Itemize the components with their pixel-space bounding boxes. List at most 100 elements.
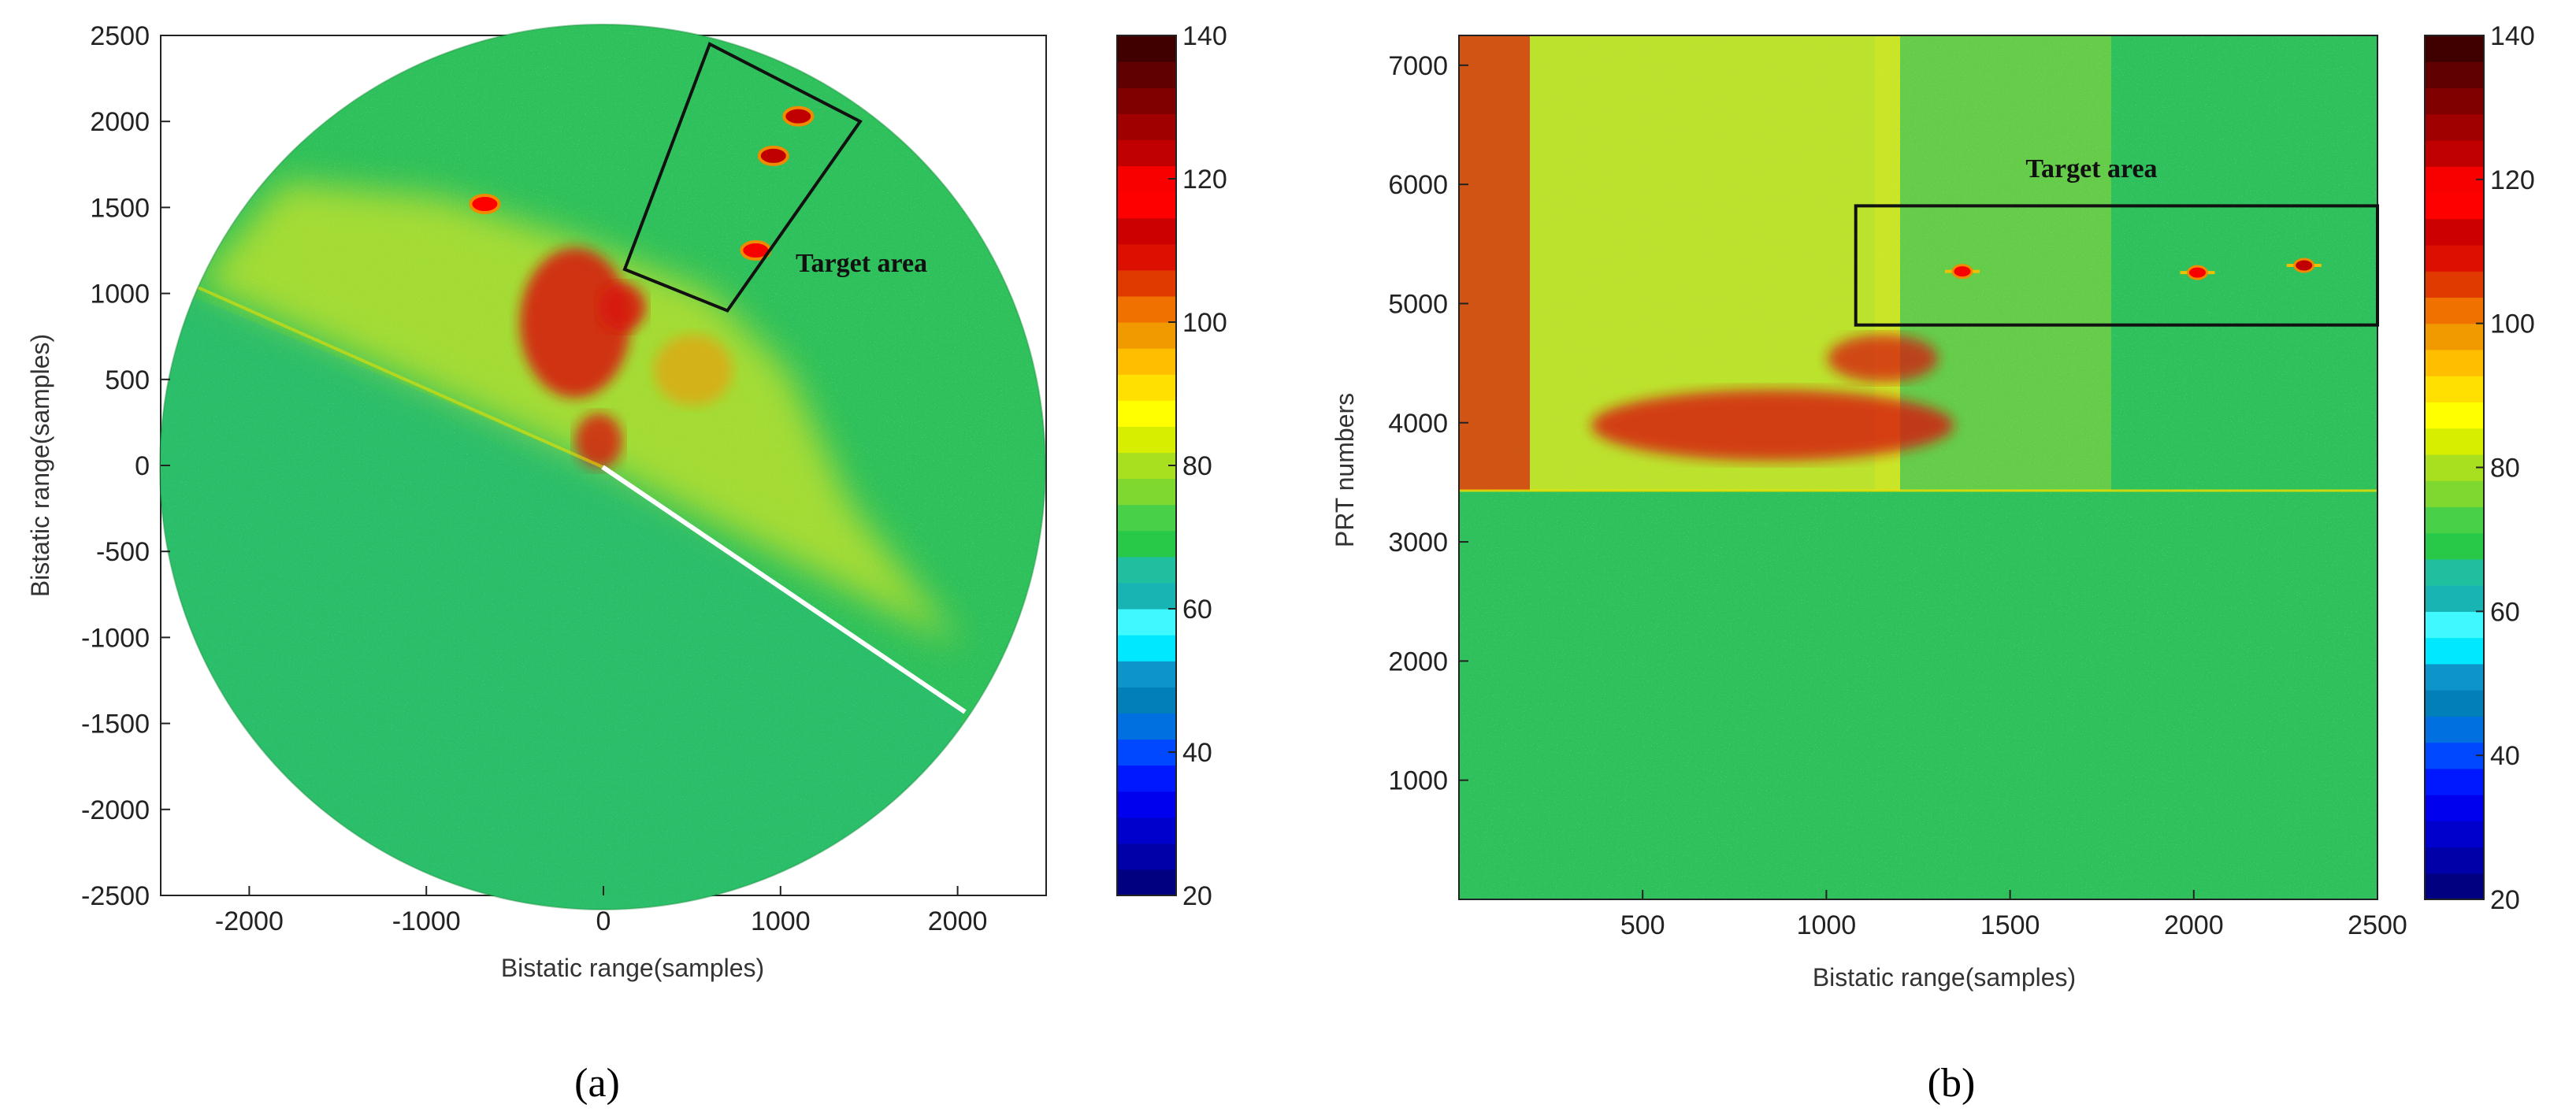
colorbar-cell (2425, 873, 2484, 900)
colorbar-cell (1117, 348, 1176, 375)
colorbar-cell (1117, 61, 1176, 88)
colorbar-cell (1117, 426, 1176, 454)
colorbar-cell (1117, 35, 1176, 62)
colorbar-cell (1117, 609, 1176, 636)
y-tick-label-a: -500 (96, 537, 150, 567)
colorbar-tick-label: 100 (1182, 308, 1227, 338)
colorbar-cell (1117, 530, 1176, 558)
x-tick-label-a: 1000 (751, 906, 811, 936)
colorbar-cell (1117, 556, 1176, 584)
y-axis-label-b: PRT numbers (1331, 393, 1359, 547)
colorbar-b: 140 120 100 80 60 40 20 (2424, 21, 2535, 915)
colorbar-cell (1117, 243, 1176, 271)
x-tick-label-b: 500 (1620, 910, 1665, 940)
colorbar-cell (2425, 218, 2484, 246)
colorbar-cell (1117, 661, 1176, 688)
colorbar-cell (2425, 271, 2484, 298)
y-tick-label-a: -1000 (81, 623, 150, 653)
colorbar-cell (2425, 795, 2484, 821)
target-area-label-a: Target area (796, 249, 927, 278)
y-tick-label-b: 6000 (1388, 170, 1448, 200)
colorbar-cell (1117, 765, 1176, 792)
y-tick-label-a: -2000 (81, 795, 150, 825)
colorbar-cell (2425, 690, 2484, 717)
colorbar-cell (2425, 349, 2484, 376)
x-tick-label-a: -2000 (215, 906, 284, 936)
y-axis-label-a: Bistatic range(samples) (26, 334, 54, 597)
x-tick-label-a: 0 (596, 906, 611, 936)
colorbar-cell (1117, 400, 1176, 427)
blind-sector-line-a (601, 465, 967, 714)
colorbar-cell (2425, 611, 2484, 639)
target-echo-b (2186, 265, 2208, 280)
y-tick-label-a: 1000 (90, 280, 150, 310)
colorbar-cell (1117, 295, 1176, 323)
colorbar-cell (1117, 113, 1176, 140)
y-tick-label-a: 2500 (90, 21, 150, 51)
colorbar-cell (1117, 687, 1176, 714)
colorbar-cell (2425, 742, 2484, 769)
panel-b-chart: Target area 500 1000 1500 2000 2500 7000 6000… (1331, 21, 2535, 1106)
colorbar-tick-label: 40 (1182, 738, 1212, 768)
colorbar-cell (2425, 663, 2484, 691)
colorbar-cell (2425, 558, 2484, 586)
colorbar-cell (2425, 480, 2484, 507)
panel-b-caption: (b) (1928, 1061, 1976, 1106)
x-axis-label-b: Bistatic range(samples) (1813, 963, 2076, 992)
colorbar-cell (2425, 87, 2484, 115)
y-tick-label-b: 4000 (1388, 409, 1448, 439)
y-tick-label-a: 500 (105, 365, 150, 395)
x-tick-label-b: 2000 (2164, 910, 2224, 940)
colorbar-cell (2425, 139, 2484, 167)
x-tick-label-b: 2500 (2348, 910, 2407, 940)
x-tick-label-a: 2000 (928, 906, 988, 936)
colorbar-cell (1117, 269, 1176, 297)
x-tick-label-a: -1000 (392, 906, 461, 936)
colorbar-cell (2425, 506, 2484, 534)
x-axis-label-a: Bistatic range(samples) (501, 954, 764, 982)
clutter-region-a (197, 181, 961, 646)
target-echo-a (757, 145, 789, 166)
colorbar-tick-label: 120 (1182, 165, 1227, 195)
colorbar-cell (2425, 35, 2484, 62)
colorbar-tick-label: 140 (1182, 21, 1227, 51)
colorbar-cell (2425, 61, 2484, 89)
colorbar-cell (1117, 504, 1176, 532)
colorbar-tick-label: 40 (2490, 741, 2520, 771)
y-tick-label-a: 0 (135, 451, 150, 481)
colorbar-cell (1117, 582, 1176, 610)
colorbar-tick-label: 80 (1182, 451, 1212, 481)
colorbar-cell (2425, 716, 2484, 743)
colorbar-tick-label: 80 (2490, 454, 2520, 484)
colorbar-cell (2425, 585, 2484, 612)
colorbar-cell (2425, 637, 2484, 665)
colorbar-cell (2425, 166, 2484, 194)
colorbar-cell (1117, 374, 1176, 401)
y-tick-label-a: -1500 (81, 710, 150, 739)
colorbar-cell (2425, 847, 2484, 874)
strong-clutter-b (1591, 390, 1954, 461)
x-tick-label-b: 1500 (1980, 910, 2040, 940)
target-echo-b (1951, 264, 1973, 280)
colorbar-a: 140 120 100 80 60 40 20 (1116, 21, 1227, 911)
colorbar-tick-label: 100 (2490, 310, 2535, 339)
colorbar-cell (1117, 869, 1176, 896)
ppi-rim-a (159, 24, 1046, 910)
target-echo-a (469, 194, 501, 215)
colorbar-cell (2425, 297, 2484, 324)
y-tick-label-b: 7000 (1388, 51, 1448, 81)
colorbar-tick-label: 140 (2490, 21, 2535, 51)
strong-clutter-a (520, 248, 630, 398)
target-echo-b (2293, 258, 2315, 273)
y-tick-label-b: 1000 (1388, 766, 1448, 796)
colorbar-cell (1117, 165, 1176, 193)
target-area-label-b: Target area (2025, 154, 2157, 183)
colorbar-cell (2425, 192, 2484, 220)
colorbar-cell (1117, 635, 1176, 662)
plot-b-frame (1458, 35, 2378, 900)
target-area-box-a (622, 42, 863, 313)
y-tick-label-a: -2500 (81, 881, 150, 911)
colorbar-tick-label: 120 (2490, 165, 2535, 195)
colorbar-cell (2425, 428, 2484, 455)
